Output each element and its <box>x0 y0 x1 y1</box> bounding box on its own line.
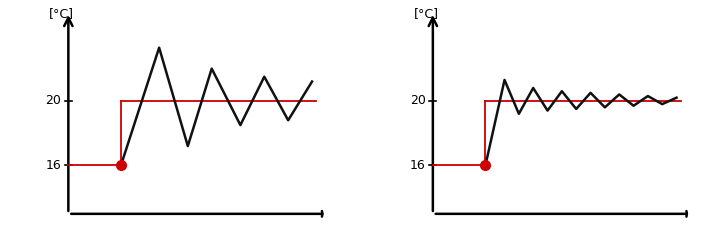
Text: 16: 16 <box>410 159 426 172</box>
Text: 16: 16 <box>45 159 61 172</box>
Text: [°C]: [°C] <box>414 7 439 20</box>
Text: [°C]: [°C] <box>49 7 74 20</box>
Text: 20: 20 <box>410 94 426 107</box>
Text: 20: 20 <box>45 94 61 107</box>
